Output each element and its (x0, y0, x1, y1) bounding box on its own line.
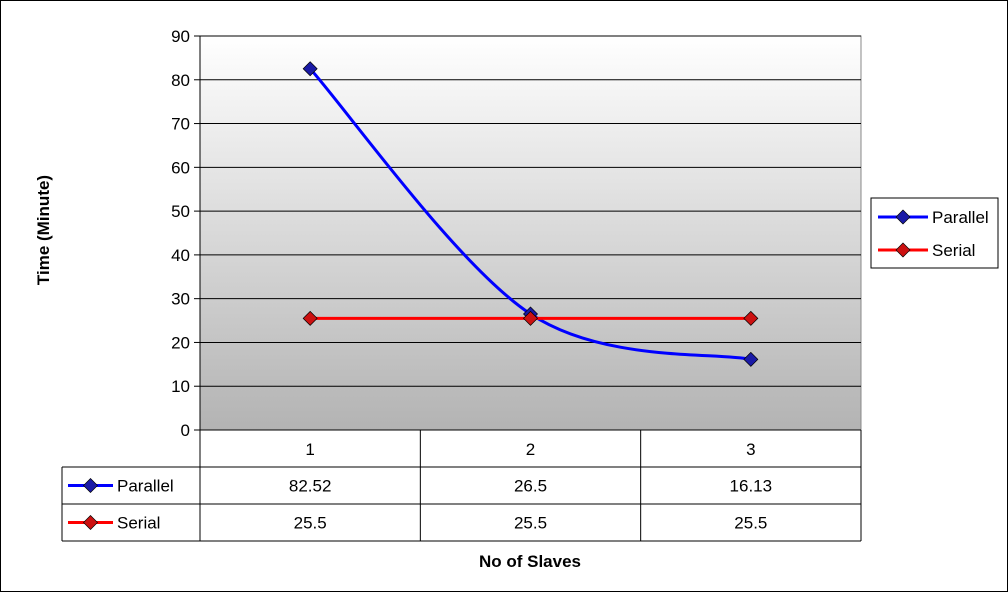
y-tick-label: 0 (181, 421, 190, 440)
table-legend-marker (83, 478, 98, 493)
gridlines (200, 35, 861, 387)
table-cell: 16.13 (730, 477, 773, 496)
series-group (302, 61, 759, 367)
x-axis-title: No of Slaves (479, 552, 581, 571)
series-line-parallel (309, 67, 752, 361)
legend-marker (895, 242, 911, 258)
category-label: 1 (305, 440, 314, 459)
y-tick-label: 60 (171, 158, 190, 177)
data-point (743, 351, 759, 367)
y-tick-label: 20 (171, 333, 190, 352)
plot-area (199, 35, 862, 431)
y-tick-label: 90 (171, 27, 190, 46)
table-cell: 25.5 (514, 514, 547, 533)
y-tick-label: 70 (171, 115, 190, 134)
y-axis-title: Time (Minute) (34, 175, 53, 285)
y-axis: 0 10 20 30 40 50 60 70 80 90 (171, 27, 201, 440)
legend-marker (895, 209, 911, 225)
table-cell: 82.52 (289, 477, 332, 496)
category-label: 2 (526, 440, 535, 459)
table-row-label: Serial (117, 514, 160, 533)
table-cell: 25.5 (294, 514, 327, 533)
data-point (302, 310, 318, 326)
table-cell: 25.5 (734, 514, 767, 533)
table-row-label: Parallel (117, 477, 174, 496)
data-point (743, 310, 759, 326)
y-tick-label: 40 (171, 246, 190, 265)
y-tick-label: 10 (171, 377, 190, 396)
y-tick-label: 80 (171, 71, 190, 90)
y-tick-label: 50 (171, 202, 190, 221)
data-point (523, 310, 538, 326)
legend-box (870, 197, 999, 269)
table-legend-marker (83, 515, 98, 530)
legend-label: Serial (932, 241, 975, 260)
data-table: 1 2 3 Parallel 82.52 26.5 16.13 Serial 25.5 25.5 2… (61, 429, 862, 542)
table-cell: 26.5 (514, 477, 547, 496)
category-label: 3 (746, 440, 755, 459)
data-point (302, 61, 318, 77)
legend: Parallel Serial (870, 197, 999, 269)
legend-label: Parallel (932, 208, 989, 227)
y-tick-label: 30 (171, 290, 190, 309)
